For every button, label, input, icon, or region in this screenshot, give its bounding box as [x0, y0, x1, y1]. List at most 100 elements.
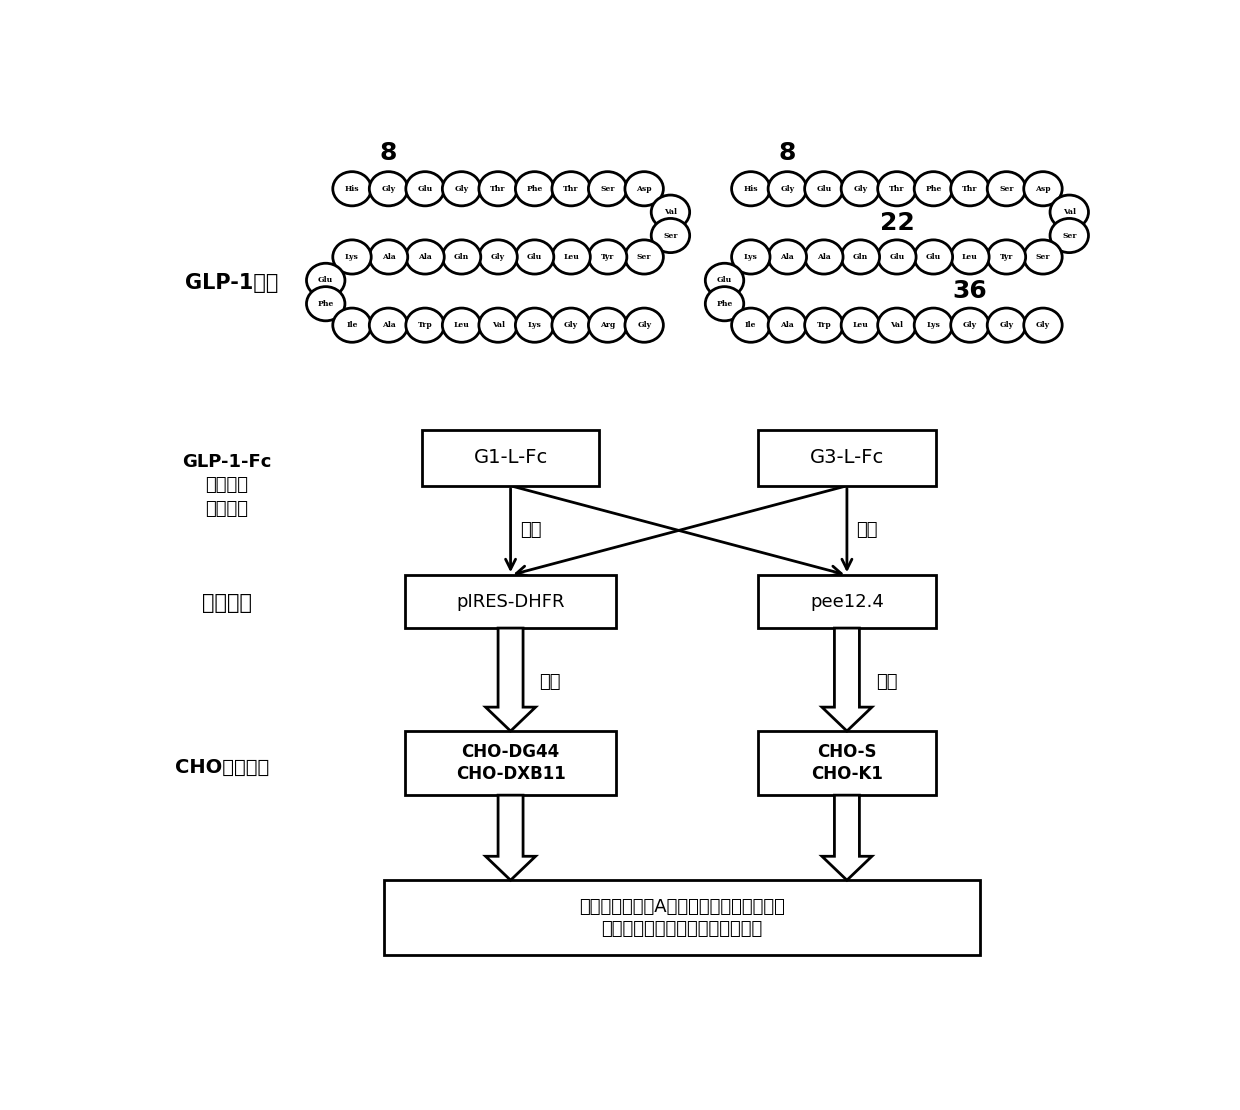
Text: Ala: Ala: [382, 321, 396, 330]
Text: Lys: Lys: [926, 321, 940, 330]
Circle shape: [443, 172, 481, 205]
Circle shape: [479, 172, 517, 205]
Circle shape: [987, 172, 1025, 205]
Text: Gly: Gly: [963, 321, 977, 330]
Circle shape: [443, 240, 481, 274]
Circle shape: [332, 309, 371, 342]
Text: Ile: Ile: [346, 321, 358, 330]
FancyBboxPatch shape: [404, 731, 616, 795]
Circle shape: [1024, 240, 1063, 274]
Circle shape: [1024, 172, 1063, 205]
Circle shape: [768, 172, 806, 205]
Text: Gly: Gly: [455, 184, 469, 193]
Text: GLP-1-Fc
融合蛋白
编码序列: GLP-1-Fc 融合蛋白 编码序列: [182, 453, 272, 518]
Text: Thr: Thr: [962, 184, 977, 193]
Circle shape: [625, 309, 663, 342]
Circle shape: [768, 240, 806, 274]
Circle shape: [805, 240, 843, 274]
Circle shape: [651, 195, 689, 230]
Text: Glu: Glu: [418, 184, 433, 193]
Circle shape: [878, 240, 916, 274]
Text: Tyr: Tyr: [999, 253, 1013, 261]
Circle shape: [805, 309, 843, 342]
Circle shape: [706, 286, 744, 321]
Text: 转染: 转染: [875, 673, 898, 690]
Text: Asp: Asp: [636, 184, 652, 193]
Circle shape: [479, 309, 517, 342]
Text: Gly: Gly: [999, 321, 1013, 330]
Circle shape: [589, 240, 627, 274]
Circle shape: [1050, 219, 1089, 253]
Circle shape: [805, 172, 843, 205]
Circle shape: [405, 309, 444, 342]
Circle shape: [732, 309, 770, 342]
FancyBboxPatch shape: [404, 575, 616, 628]
Circle shape: [841, 309, 879, 342]
Text: Lys: Lys: [345, 253, 358, 261]
Circle shape: [878, 172, 916, 205]
Text: Phe: Phe: [925, 184, 941, 193]
Circle shape: [951, 309, 990, 342]
Circle shape: [306, 263, 345, 297]
Text: Glu: Glu: [926, 253, 941, 261]
Text: Glu: Glu: [717, 276, 732, 284]
Text: 36: 36: [952, 279, 987, 303]
Circle shape: [479, 240, 517, 274]
Circle shape: [516, 309, 554, 342]
Circle shape: [332, 172, 371, 205]
Text: Leu: Leu: [454, 321, 470, 330]
Polygon shape: [486, 628, 536, 731]
Circle shape: [405, 240, 444, 274]
FancyBboxPatch shape: [758, 731, 936, 795]
Text: Lys: Lys: [528, 321, 542, 330]
Text: Ser: Ser: [663, 232, 678, 240]
Circle shape: [589, 172, 627, 205]
Text: Leu: Leu: [962, 253, 978, 261]
Text: Val: Val: [1063, 209, 1076, 216]
Text: 克隆: 克隆: [521, 521, 542, 538]
Text: Gln: Gln: [853, 253, 868, 261]
Circle shape: [370, 240, 408, 274]
Text: CHO-DG44
CHO-DXB11: CHO-DG44 CHO-DXB11: [455, 743, 565, 784]
Text: Val: Val: [491, 321, 505, 330]
Polygon shape: [822, 795, 872, 880]
Text: Tyr: Tyr: [601, 253, 614, 261]
Circle shape: [841, 172, 879, 205]
Circle shape: [951, 172, 990, 205]
FancyBboxPatch shape: [758, 431, 936, 486]
FancyBboxPatch shape: [422, 431, 599, 486]
Text: Thr: Thr: [563, 184, 579, 193]
FancyBboxPatch shape: [383, 880, 980, 956]
Text: Ala: Ala: [418, 253, 432, 261]
Text: Phe: Phe: [527, 184, 543, 193]
Circle shape: [625, 172, 663, 205]
Text: Gly: Gly: [1035, 321, 1050, 330]
Text: Phe: Phe: [317, 300, 334, 307]
Text: Trp: Trp: [418, 321, 433, 330]
Circle shape: [1050, 195, 1089, 230]
Text: Ile: Ile: [745, 321, 756, 330]
Circle shape: [516, 240, 554, 274]
Text: Glu: Glu: [319, 276, 334, 284]
Text: GLP-1序列: GLP-1序列: [185, 273, 279, 293]
Text: G3-L-Fc: G3-L-Fc: [810, 448, 884, 467]
Text: Gly: Gly: [637, 321, 651, 330]
Text: Gly: Gly: [564, 321, 578, 330]
FancyBboxPatch shape: [758, 575, 936, 628]
Text: 8: 8: [379, 141, 397, 165]
Text: Trp: Trp: [817, 321, 831, 330]
Text: Gly: Gly: [491, 253, 505, 261]
Circle shape: [951, 240, 990, 274]
Text: Leu: Leu: [563, 253, 579, 261]
Circle shape: [1024, 309, 1063, 342]
Circle shape: [332, 240, 371, 274]
Text: CHO-S
CHO-K1: CHO-S CHO-K1: [811, 743, 883, 784]
Text: Thr: Thr: [889, 184, 905, 193]
Polygon shape: [822, 628, 872, 731]
Text: Gly: Gly: [382, 184, 396, 193]
Text: Ser: Ser: [600, 184, 615, 193]
Circle shape: [706, 263, 744, 297]
Text: 细胞培养，蛋白A亲和层析纯化融合蛋白，
高压液相分析，细胞活性分析，等: 细胞培养，蛋白A亲和层析纯化融合蛋白， 高压液相分析，细胞活性分析，等: [579, 898, 785, 938]
Circle shape: [552, 172, 590, 205]
Circle shape: [878, 309, 916, 342]
